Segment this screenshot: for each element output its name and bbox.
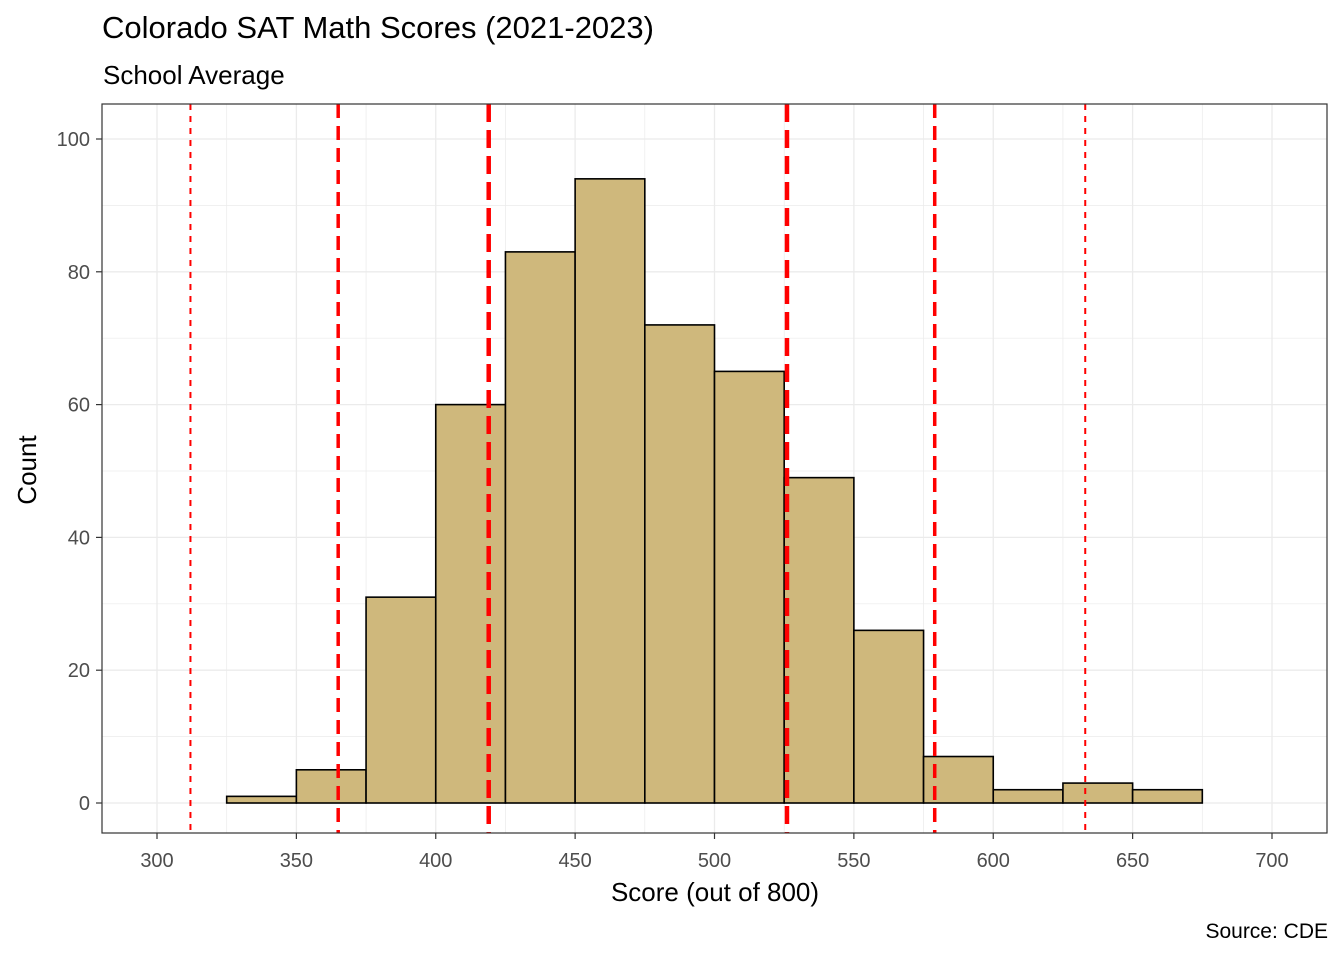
histogram-bar — [504, 251, 576, 804]
histogram-bar — [225, 795, 298, 804]
histogram-bar — [992, 788, 1064, 804]
x-tick-label: 700 — [1255, 850, 1288, 872]
x-axis-ticks: 300 350 400 450 500 550 600 650 700 — [140, 833, 1289, 872]
histogram-bar — [295, 768, 367, 804]
histogram-bars — [225, 178, 1204, 804]
histogram-bar — [853, 629, 925, 804]
chart-subtitle: School Average — [103, 60, 285, 90]
histogram-bar — [434, 403, 507, 804]
histogram-bar — [1062, 782, 1134, 804]
y-tick-label: 0 — [79, 793, 90, 815]
y-tick-label: 40 — [68, 527, 90, 549]
x-tick-label: 500 — [698, 850, 731, 872]
histogram-bar — [1131, 788, 1204, 804]
histogram-bar — [713, 370, 785, 804]
y-axis-title: Count — [12, 435, 42, 505]
chart-title: Colorado SAT Math Scores (2021-2023) — [102, 10, 654, 45]
x-axis-title: Score (out of 800) — [611, 877, 819, 907]
reference-lines — [189, 104, 1087, 833]
histogram-bar — [574, 178, 646, 804]
x-tick-label: 400 — [419, 850, 452, 872]
histogram-bar — [365, 596, 437, 804]
x-tick-label: 450 — [558, 850, 591, 872]
x-tick-label: 550 — [837, 850, 870, 872]
x-tick-label: 650 — [1116, 850, 1149, 872]
y-tick-label: 20 — [68, 660, 90, 682]
y-tick-label: 80 — [68, 262, 90, 284]
histogram-bar — [644, 324, 716, 804]
x-tick-label: 300 — [140, 850, 173, 872]
y-tick-label: 60 — [68, 395, 90, 417]
x-tick-label: 350 — [280, 850, 313, 872]
x-tick-label: 600 — [977, 850, 1010, 872]
chart-caption: Source: CDE — [1205, 920, 1328, 943]
histogram-bar — [783, 476, 855, 804]
y-axis-ticks: 0 20 40 60 80 100 — [57, 129, 102, 815]
y-tick-label: 100 — [57, 129, 90, 151]
